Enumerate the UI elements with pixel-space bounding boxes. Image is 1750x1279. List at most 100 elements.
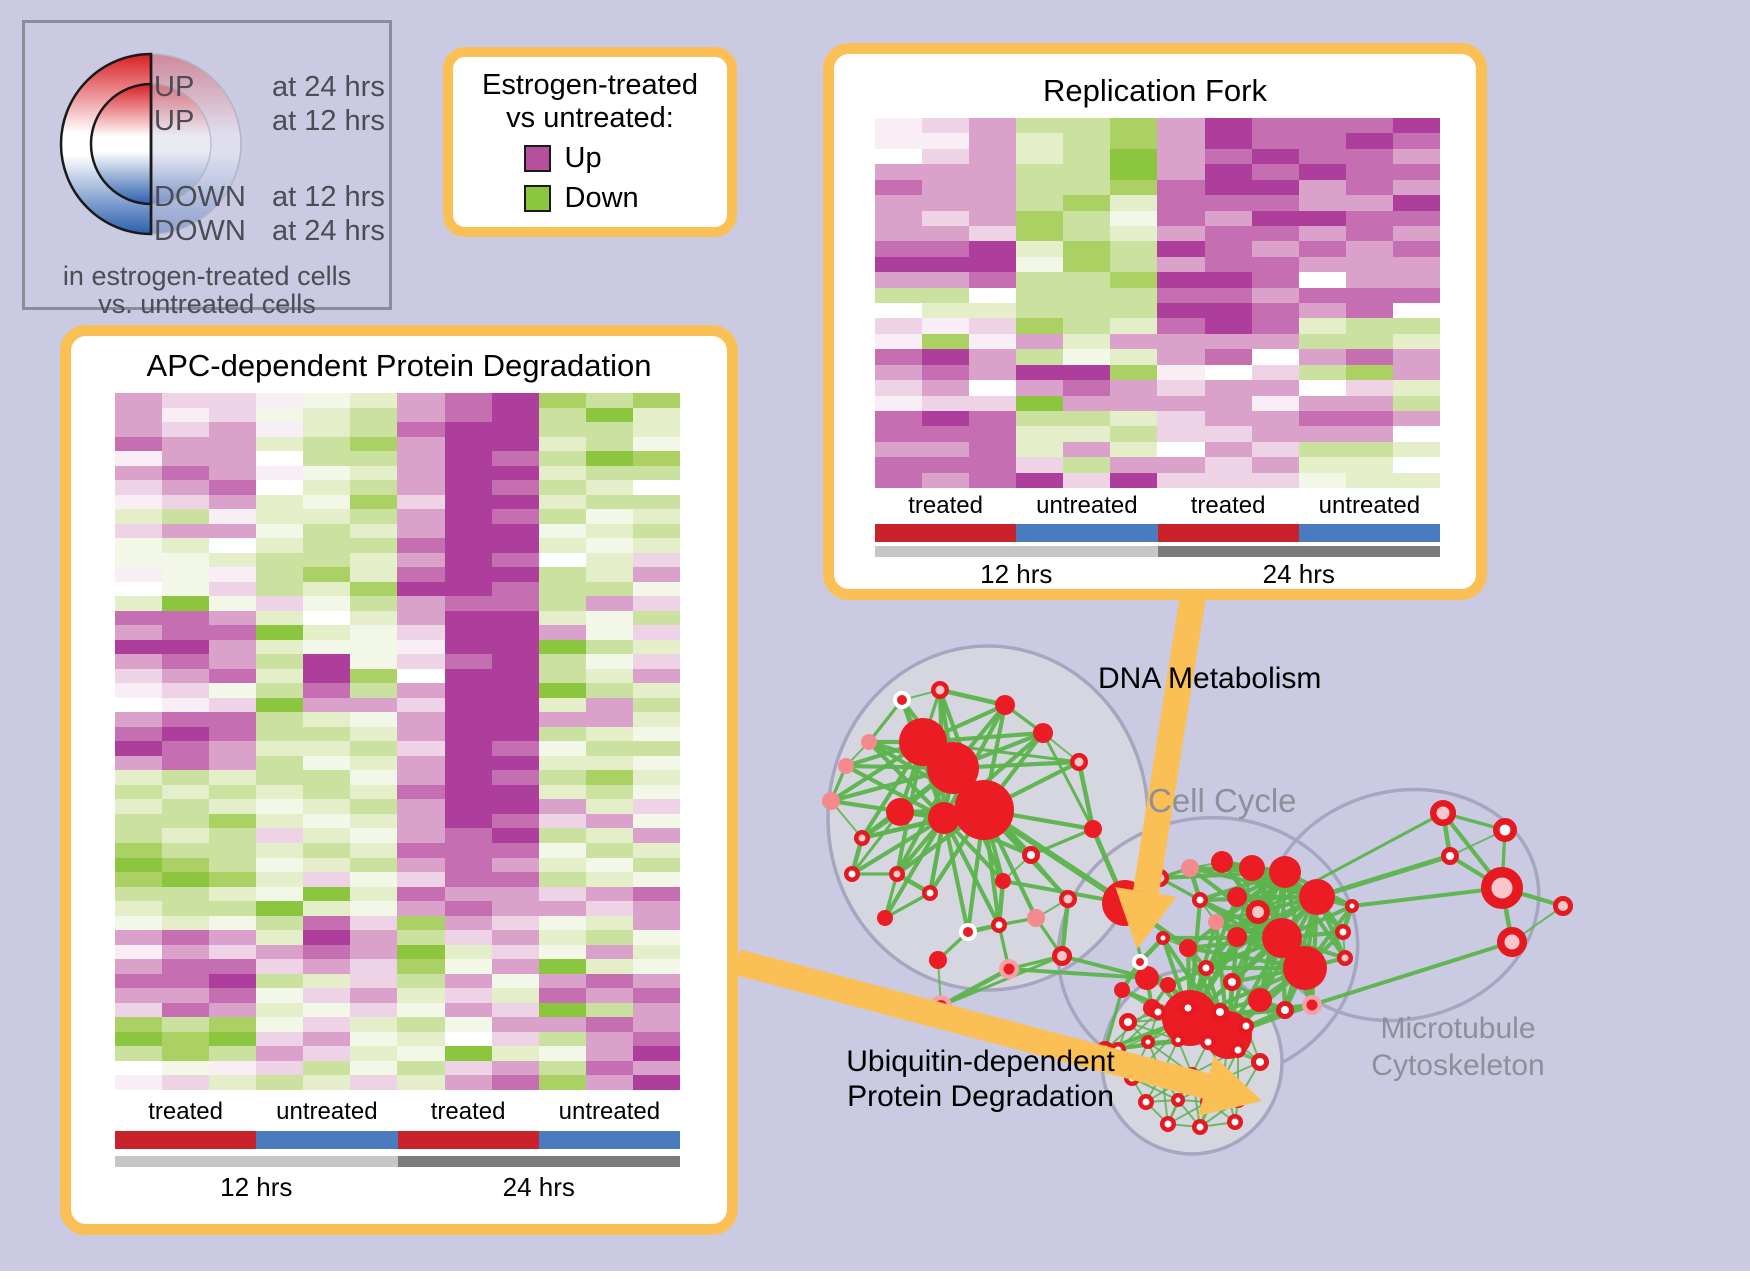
heatmap-cell — [350, 567, 398, 582]
heatmap-cell — [444, 523, 492, 539]
condition-bar-segment — [115, 1131, 257, 1149]
heatmap-cell — [397, 668, 445, 684]
heatmap-cell — [1204, 225, 1252, 242]
heatmap-cell — [969, 395, 1017, 412]
heatmap-cell — [632, 407, 680, 423]
heatmap-cell — [303, 668, 351, 684]
heatmap-cell — [115, 509, 163, 524]
heatmap-cell — [632, 480, 680, 495]
heatmap-cell — [585, 610, 633, 626]
heatmap-cell — [1345, 426, 1393, 442]
heatmap-cell — [115, 1046, 163, 1061]
heatmap-cell — [397, 988, 445, 1003]
heatmap-cell — [115, 784, 163, 800]
gene-node — [1262, 918, 1302, 958]
heatmap-cell — [1392, 411, 1440, 427]
gene-node — [1160, 1116, 1176, 1132]
heatmap-cell — [1392, 272, 1440, 288]
heatmap-row — [115, 596, 680, 611]
heatmap-cell — [1298, 472, 1346, 489]
gene-node — [1493, 817, 1518, 842]
heatmap-cell — [350, 1031, 398, 1047]
heatmap-cell — [303, 857, 351, 873]
heatmap-cell — [209, 538, 257, 553]
heatmap-cell — [538, 697, 586, 713]
heatmap-cell — [350, 596, 398, 611]
heatmap-cell — [491, 813, 539, 829]
heatmap-cell — [1110, 441, 1158, 458]
heatmap-cell — [922, 380, 970, 396]
heatmap-cell — [1204, 349, 1252, 365]
heatmap-row — [115, 407, 680, 423]
heatmap-cell — [444, 509, 492, 524]
heatmap-cell — [303, 1060, 351, 1076]
heatmap-cell — [397, 654, 445, 669]
heatmap-cell — [1298, 164, 1346, 180]
heatmap-cell — [350, 552, 398, 568]
gene-node — [1248, 988, 1272, 1012]
heatmap-cell — [585, 1060, 633, 1076]
heatmap-cell — [303, 465, 351, 481]
heatmap-cell — [115, 799, 163, 814]
heatmap-cell — [303, 697, 351, 713]
heatmap-cell — [1392, 241, 1440, 257]
heatmap-cell — [256, 1002, 304, 1018]
heatmap-cell — [1157, 333, 1205, 350]
heatmap-cell — [1251, 457, 1299, 473]
heatmap-cell — [585, 857, 633, 873]
heatmap-cell — [491, 451, 539, 466]
heatmap-cell — [632, 639, 680, 655]
heatmap-cell — [969, 148, 1017, 165]
heatmap-row — [115, 726, 680, 742]
heatmap-cell — [1063, 133, 1111, 149]
heatmap-row — [115, 901, 680, 916]
heatmap-row — [115, 915, 680, 931]
heatmap-cell — [397, 755, 445, 771]
heatmap-cell — [115, 770, 163, 785]
heatmap-cell — [256, 857, 304, 873]
heatmap-cell — [350, 842, 398, 858]
heatmap-cell — [1204, 303, 1252, 319]
heatmap-cell — [538, 465, 586, 481]
panel-title-replication-fork: Replication Fork — [1043, 73, 1267, 108]
heatmap-cell — [875, 303, 923, 319]
heatmap-cell — [1157, 179, 1205, 196]
heatmap-cell — [875, 225, 923, 242]
heatmap-row — [115, 451, 680, 466]
heatmap-cell — [1392, 210, 1440, 226]
heatmap-cell — [1204, 426, 1252, 442]
heatmap-cell — [538, 872, 586, 887]
heatmap-cell — [162, 1060, 210, 1076]
heatmap-cell — [585, 465, 633, 481]
heatmap-cell — [162, 393, 210, 408]
heatmap-row — [115, 784, 680, 800]
heatmap-cell — [303, 973, 351, 989]
heatmap-cell — [1063, 333, 1111, 350]
heatmap-cell — [538, 828, 586, 843]
heatmap-cell — [162, 407, 210, 423]
heatmap-cell — [969, 472, 1017, 489]
heatmap-cell — [303, 828, 351, 843]
heatmap-cell — [115, 930, 163, 945]
gene-node — [1238, 1018, 1254, 1034]
heatmap-cell — [303, 451, 351, 466]
heatmap-cell — [538, 393, 586, 408]
heatmap-cell — [256, 842, 304, 858]
heatmap-cell — [256, 813, 304, 829]
heatmap-row — [875, 441, 1440, 458]
heatmap-cell — [444, 1031, 492, 1047]
heatmap-cell — [922, 210, 970, 226]
heatmap-cell — [209, 639, 257, 655]
heatmap-cell — [162, 944, 210, 960]
gene-node — [959, 923, 977, 941]
heatmap-cell — [875, 411, 923, 427]
network-edge — [1061, 954, 1148, 980]
heatmap-cell — [585, 581, 633, 597]
heatmap-cell — [491, 988, 539, 1003]
heatmap-cell — [1251, 441, 1299, 458]
heatmap-cell — [922, 457, 970, 473]
heatmap-row — [115, 828, 680, 843]
heatmap-cell — [1392, 333, 1440, 350]
gene-node — [1171, 1033, 1185, 1047]
heatmap-cell — [1110, 210, 1158, 226]
